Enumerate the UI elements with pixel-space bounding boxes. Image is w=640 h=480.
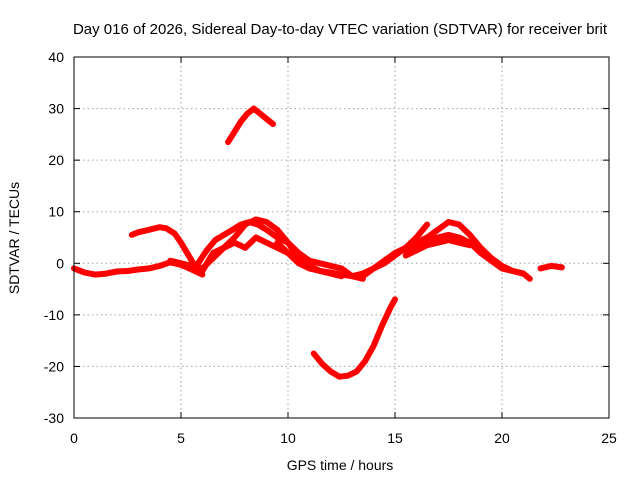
y-tick-label: 10 [48,204,64,220]
chart-title: Day 016 of 2026, Sidereal Day-to-day VTE… [73,21,608,38]
x-tick-label: 0 [70,430,78,446]
plot-frame [73,56,610,419]
y-tick-label: 30 [48,101,64,117]
y-axis-label: SDTVAR / TECUs [6,182,22,294]
x-tick-label: 15 [387,430,403,446]
data-series-layer [71,105,565,380]
grid-lines [74,57,609,418]
x-axis-label: GPS time / hours [287,457,394,473]
y-tick-label: -10 [44,307,64,323]
series-track-12 [310,296,398,380]
series-track-8 [402,231,527,277]
x-tick-label: 10 [280,430,296,446]
y-tick-label: -30 [44,410,64,426]
series-track-9 [402,237,473,259]
x-tick-label: 25 [601,430,617,446]
y-tick-label: 20 [48,152,64,168]
y-tick-label: 0 [56,255,64,271]
x-tick-label: 5 [177,430,185,446]
series-track-2 [128,224,202,276]
y-tick-label: 40 [48,49,64,65]
series-track-11 [225,105,276,146]
x-tick-label: 20 [494,430,510,446]
series-track-10 [537,262,565,272]
axis-ticks: 0 5 10 15 20 25 -30 -20 -10 0 10 20 30 40 [44,49,617,446]
y-tick-label: -20 [44,358,64,374]
